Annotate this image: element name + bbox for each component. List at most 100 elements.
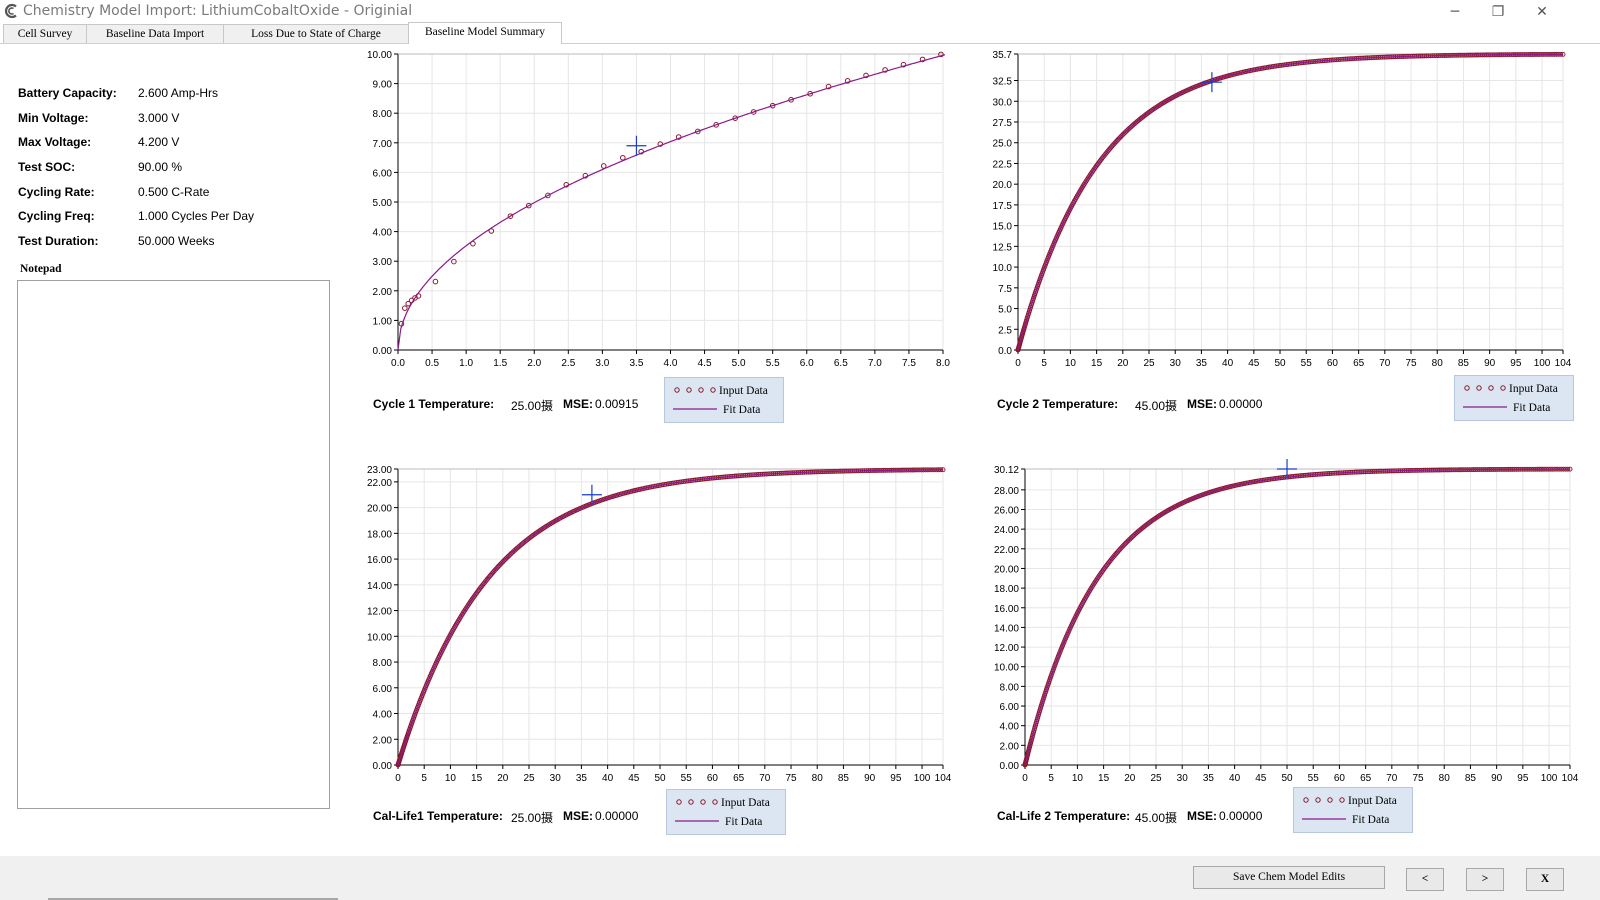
input-data-point	[694, 128, 701, 135]
x-tick-label: 70	[759, 773, 771, 784]
legend-input-row: Input Data	[671, 384, 781, 400]
x-tick-label: 0	[1015, 358, 1021, 369]
x-tick-label: 15	[1091, 358, 1103, 369]
y-tick-label: 23.00	[367, 465, 392, 476]
y-tick-label: 35.7	[993, 50, 1013, 61]
input-data-point	[882, 67, 888, 73]
input-data-point	[526, 202, 532, 209]
cal-life1-temp-value: 25.00摄	[511, 811, 554, 825]
summary-label: Test SOC:	[18, 160, 76, 174]
y-tick-label: 3.00	[373, 257, 393, 268]
restore-button[interactable]: ❐	[1491, 3, 1505, 20]
x-tick-label: 35	[576, 773, 588, 784]
y-tick-label: 8.00	[1000, 682, 1020, 693]
y-tick-label: 10.0	[993, 263, 1013, 274]
x-tick-label: 75	[1405, 358, 1417, 369]
summary-label: Max Voltage:	[18, 135, 92, 149]
y-tick-label: 22.00	[367, 478, 392, 489]
tab-baseline-model-summary[interactable]: Baseline Model Summary	[408, 22, 562, 44]
x-tick-label: 104	[1555, 358, 1572, 369]
x-tick-label: 55	[1301, 358, 1313, 369]
y-tick-label: 0.00	[1000, 761, 1020, 772]
legend-fit-row: Fit Data	[1461, 401, 1571, 417]
y-tick-label: 10.00	[367, 50, 392, 61]
cal-life2-mse-value: 0.00000	[1219, 809, 1263, 823]
tab-baseline-data-import[interactable]: Baseline Data Import	[86, 24, 224, 43]
legend-input-label: Input Data	[721, 797, 770, 809]
x-tick-label: 20	[1117, 358, 1129, 369]
plot-group: 0.00 1.00 2.00 3.00 4.00 5.00 6.00 7.00 8.00 9.00…	[367, 50, 950, 369]
x-tick-label: 30	[550, 773, 562, 784]
x-tick-label: 60	[1334, 773, 1346, 784]
x-tick-label: 0.5	[425, 358, 439, 369]
x-tick-label: 5	[1041, 358, 1047, 369]
plot-group: 0.00 2.00 4.00 6.00 8.00 10.00 12.00 14.00 16.00…	[994, 459, 1579, 784]
y-tick-label: 6.00	[373, 168, 393, 179]
y-tick-label: 0.00	[373, 346, 393, 357]
x-tick-label: 90	[1484, 358, 1496, 369]
y-tick-label: 10.00	[367, 632, 392, 643]
y-tick-label: 26.00	[994, 505, 1019, 516]
y-tick-label: 30.12	[994, 465, 1019, 476]
input-data-point	[600, 163, 607, 169]
x-tick-label: 25	[523, 773, 535, 784]
tab-cell-survey[interactable]: Cell Survey	[3, 24, 87, 43]
x-tick-label: 0	[395, 773, 401, 784]
input-data-point	[863, 72, 869, 79]
x-tick-label: 10	[445, 773, 457, 784]
y-tick-label: 12.5	[993, 242, 1013, 253]
legend-input-row: Input Data	[1300, 794, 1410, 810]
x-tick-label: 0	[1022, 773, 1028, 784]
cal-life1-temp-label: Cal-Life1 Temperature:	[373, 809, 503, 823]
next-button[interactable]: >	[1466, 868, 1504, 891]
summary-value: 4.200 V	[138, 135, 180, 149]
status-divider	[48, 898, 338, 900]
x-tick-label: 80	[1439, 773, 1451, 784]
input-marker-icon	[1464, 385, 1506, 391]
input-data-point	[769, 102, 776, 109]
x-tick-label: 2.0	[527, 358, 541, 369]
input-data-point	[713, 122, 719, 128]
notepad-textarea[interactable]	[17, 280, 330, 809]
x-tick-label: 1.5	[493, 358, 507, 369]
x-tick-label: 95	[1517, 773, 1529, 784]
previous-button[interactable]: <	[1406, 868, 1444, 891]
close-window-button[interactable]: ✕	[1536, 3, 1548, 20]
y-tick-label: 0.00	[373, 761, 393, 772]
input-data-point	[402, 305, 408, 311]
x-tick-label: 6.5	[834, 358, 848, 369]
x-tick-label: 95	[890, 773, 902, 784]
legend-input-label: Input Data	[719, 385, 768, 397]
y-tick-label: 7.00	[373, 139, 393, 150]
x-tick-label: 80	[812, 773, 824, 784]
summary-label: Min Voltage:	[18, 111, 89, 125]
y-tick-label: 0.0	[998, 346, 1012, 357]
summary-label: Battery Capacity:	[18, 86, 117, 100]
x-tick-label: 5	[421, 773, 427, 784]
y-tick-label: 24.00	[994, 525, 1019, 536]
x-tick-label: 4.5	[698, 358, 712, 369]
x-tick-label: 2.5	[561, 358, 575, 369]
main-content: Battery Capacity: 2.600 Amp-Hrs Min Volt…	[0, 44, 1600, 856]
summary-value: 1.000 Cycles Per Day	[138, 209, 255, 223]
x-tick-label: 65	[1353, 358, 1365, 369]
y-tick-label: 30.0	[993, 97, 1013, 108]
summary-value: 2.600 Amp-Hrs	[138, 86, 219, 100]
x-tick-label: 5	[1048, 773, 1054, 784]
close-button[interactable]: X	[1526, 868, 1564, 891]
x-tick-label: 95	[1510, 358, 1522, 369]
x-tick-label: 0.0	[391, 358, 405, 369]
x-tick-label: 85	[1458, 358, 1470, 369]
save-chem-model-edits-button[interactable]: Save Chem Model Edits	[1193, 866, 1385, 889]
cal-life1-mse-value: 0.00000	[595, 809, 639, 823]
minimize-button[interactable]: ─	[1450, 3, 1460, 20]
x-tick-label: 50	[654, 773, 666, 784]
x-tick-label: 25	[1150, 773, 1162, 784]
y-tick-label: 25.0	[993, 139, 1013, 150]
input-data-point	[938, 51, 944, 58]
x-tick-label: 104	[935, 773, 952, 784]
legend-fit-label: Fit Data	[1352, 814, 1390, 826]
cycle1-temp-label: Cycle 1 Temperature:	[373, 397, 495, 411]
x-tick-label: 45	[628, 773, 640, 784]
tab-loss-due-to-soc[interactable]: Loss Due to State of Charge	[223, 24, 409, 43]
